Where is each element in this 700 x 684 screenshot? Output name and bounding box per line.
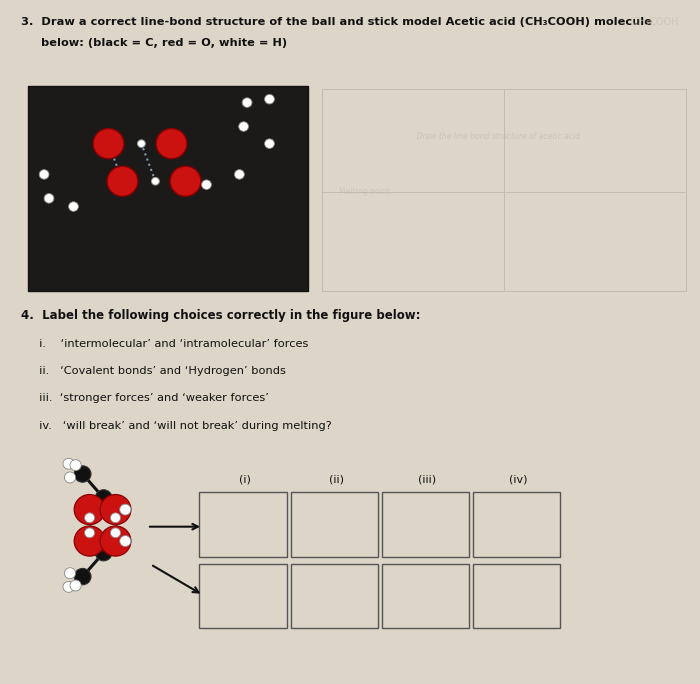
Circle shape: [39, 170, 49, 179]
Bar: [382, 564, 469, 628]
Bar: [199, 564, 287, 628]
Bar: [290, 492, 378, 557]
Text: Melting point: Melting point: [339, 187, 389, 196]
Circle shape: [100, 526, 131, 556]
Circle shape: [137, 140, 146, 148]
Text: (i): (i): [239, 474, 251, 484]
Circle shape: [151, 177, 160, 185]
Circle shape: [74, 526, 105, 556]
Circle shape: [120, 504, 131, 515]
Circle shape: [170, 166, 201, 196]
Circle shape: [111, 528, 120, 538]
Text: iii.  ‘stronger forces’ and ‘weaker forces’: iii. ‘stronger forces’ and ‘weaker force…: [21, 393, 269, 404]
Circle shape: [63, 458, 74, 469]
Text: 4.  Label the following choices correctly in the figure below:: 4. Label the following choices correctly…: [21, 309, 421, 322]
Circle shape: [95, 544, 112, 561]
Text: iv.   ‘will break’ and ‘will not break’ during melting?: iv. ‘will break’ and ‘will not break’ du…: [21, 421, 332, 431]
Circle shape: [74, 495, 105, 525]
Circle shape: [156, 129, 187, 159]
Circle shape: [85, 513, 95, 523]
Bar: [473, 564, 560, 628]
Text: below: (black = C, red = O, white = H): below: (black = C, red = O, white = H): [21, 38, 287, 48]
Text: (ii): (ii): [328, 474, 344, 484]
Circle shape: [107, 166, 138, 196]
Text: (iv): (iv): [509, 474, 527, 484]
Circle shape: [202, 180, 211, 189]
Bar: [199, 492, 287, 557]
Circle shape: [93, 129, 124, 159]
Text: 3.  Draw a correct line-bond structure of the ball and stick model Acetic acid (: 3. Draw a correct line-bond structure of…: [21, 17, 652, 27]
Circle shape: [120, 536, 131, 547]
Circle shape: [74, 466, 91, 482]
Bar: [290, 564, 378, 628]
Circle shape: [239, 122, 248, 131]
Bar: [382, 492, 469, 557]
Circle shape: [100, 495, 131, 525]
Text: (iii): (iii): [418, 474, 436, 484]
Circle shape: [234, 170, 244, 179]
Circle shape: [44, 194, 54, 203]
Bar: [473, 492, 560, 557]
Bar: [28, 86, 308, 291]
Circle shape: [74, 568, 91, 585]
Circle shape: [111, 513, 120, 523]
Circle shape: [85, 528, 95, 538]
Circle shape: [265, 139, 274, 148]
Circle shape: [265, 94, 274, 104]
Circle shape: [64, 472, 76, 483]
Text: :Draw the line bond structure of acetic acid: :Draw the line bond structure of acetic …: [414, 132, 580, 142]
Text: CH₃COOH: CH₃COOH: [631, 17, 679, 27]
Text: i.    ‘intermolecular’ and ‘intramolecular’ forces: i. ‘intermolecular’ and ‘intramolecular’…: [21, 339, 309, 349]
Circle shape: [95, 490, 112, 506]
Circle shape: [70, 460, 81, 471]
Text: ii.   ‘Covalent bonds’ and ‘Hydrogen’ bonds: ii. ‘Covalent bonds’ and ‘Hydrogen’ bond…: [21, 366, 286, 376]
Circle shape: [63, 581, 74, 592]
Circle shape: [64, 568, 76, 579]
Circle shape: [69, 202, 78, 211]
Circle shape: [70, 580, 81, 591]
Circle shape: [242, 98, 252, 107]
